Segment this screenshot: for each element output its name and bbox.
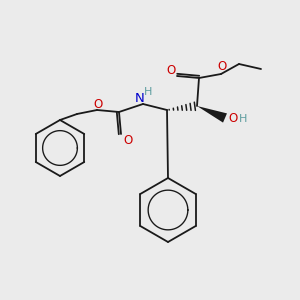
Polygon shape	[197, 106, 227, 123]
Text: H: H	[239, 114, 247, 124]
Text: O: O	[218, 61, 226, 74]
Text: O: O	[228, 112, 238, 125]
Text: O: O	[93, 98, 103, 110]
Text: O: O	[167, 64, 176, 76]
Text: N: N	[135, 92, 145, 106]
Text: H: H	[144, 87, 152, 97]
Text: O: O	[123, 134, 133, 146]
